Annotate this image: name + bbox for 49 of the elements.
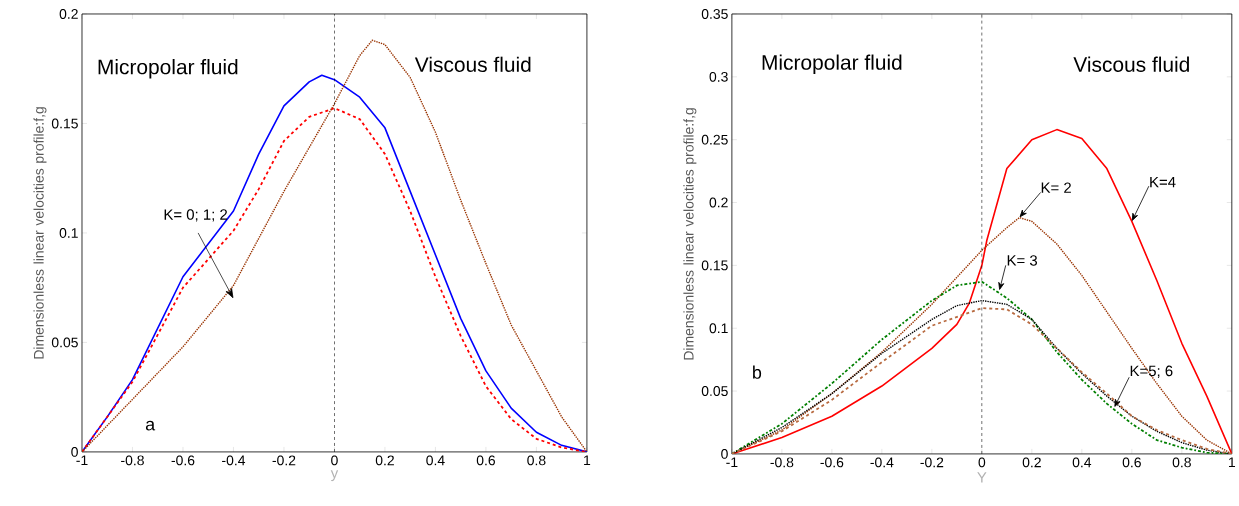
x-tick-label: 0.4 [1072, 457, 1092, 468]
x-tick-label: 0.6 [1122, 457, 1141, 468]
y-tick-label: 0.25 [701, 134, 728, 145]
y-tick-label: 0.1 [709, 323, 728, 334]
y-tick-label: 0.2 [709, 197, 728, 208]
y-tick-label: 0.35 [701, 9, 728, 19]
y-tick-label: 0.15 [51, 118, 78, 129]
x-tick-label: 1 [584, 455, 591, 466]
x-tick-label: -1 [76, 455, 88, 466]
annotation: a [145, 420, 156, 431]
annotation: Micropolar fluid [762, 54, 902, 75]
y-tick-label: 0 [71, 447, 78, 457]
x-tick-label: -0.6 [171, 455, 195, 466]
x-tick-label: 0.6 [476, 455, 495, 466]
annotation: K= 0; 1; 2 [164, 209, 228, 222]
x-tick-label: 0.4 [426, 455, 445, 466]
annotation: b [753, 365, 762, 379]
x-tick-label: -1 [726, 457, 738, 468]
y-tick-label: 0.05 [701, 386, 728, 397]
x-tick-label: -0.8 [770, 457, 794, 468]
x-axis-title: y [330, 470, 339, 482]
annotation: K=4 [1150, 176, 1176, 188]
y-tick-label: 0.05 [51, 337, 78, 348]
y-tick-label: 0.15 [701, 260, 728, 271]
x-axis-title: Y [977, 472, 987, 483]
x-tick-label: 0 [331, 455, 338, 466]
x-tick-label: -0.2 [272, 455, 296, 466]
y-tick-label: 0.3 [709, 71, 728, 82]
annotation: Viscous fluid [414, 56, 531, 73]
x-tick-label: 0.8 [1172, 457, 1191, 468]
x-tick-label: 1 [1229, 457, 1236, 468]
x-tick-label: 0.8 [527, 455, 546, 466]
x-tick-label: -0.4 [870, 457, 894, 468]
x-tick-label: -0.4 [222, 455, 246, 466]
y-tick-label: 0.2 [59, 9, 78, 19]
y-axis-title: Dimensionless linear velocities profile:f,g [683, 108, 697, 360]
annotation: Viscous fluid [1073, 56, 1189, 72]
x-tick-label: -0.6 [820, 457, 844, 468]
x-tick-label: 0 [978, 457, 986, 468]
x-tick-label: 0.2 [375, 455, 394, 466]
annotation: K=5; 6 [1130, 365, 1173, 378]
x-tick-label: 0.2 [1022, 457, 1041, 468]
x-tick-label: -0.2 [920, 457, 944, 468]
annotation: Micropolar fluid [98, 59, 238, 79]
y-tick-label: 0.1 [59, 228, 78, 238]
y-axis-title: Dimensionless linear velocities profile:f,g [33, 107, 47, 359]
annotation: K= 2 [1041, 182, 1071, 193]
x-tick-label: -0.8 [121, 455, 144, 466]
annotation: K= 3 [1007, 255, 1038, 266]
